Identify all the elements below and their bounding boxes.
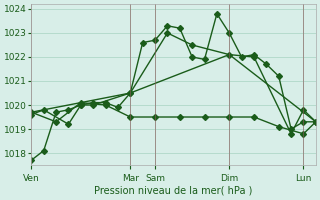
X-axis label: Pression niveau de la mer( hPa ): Pression niveau de la mer( hPa ) <box>94 186 253 196</box>
